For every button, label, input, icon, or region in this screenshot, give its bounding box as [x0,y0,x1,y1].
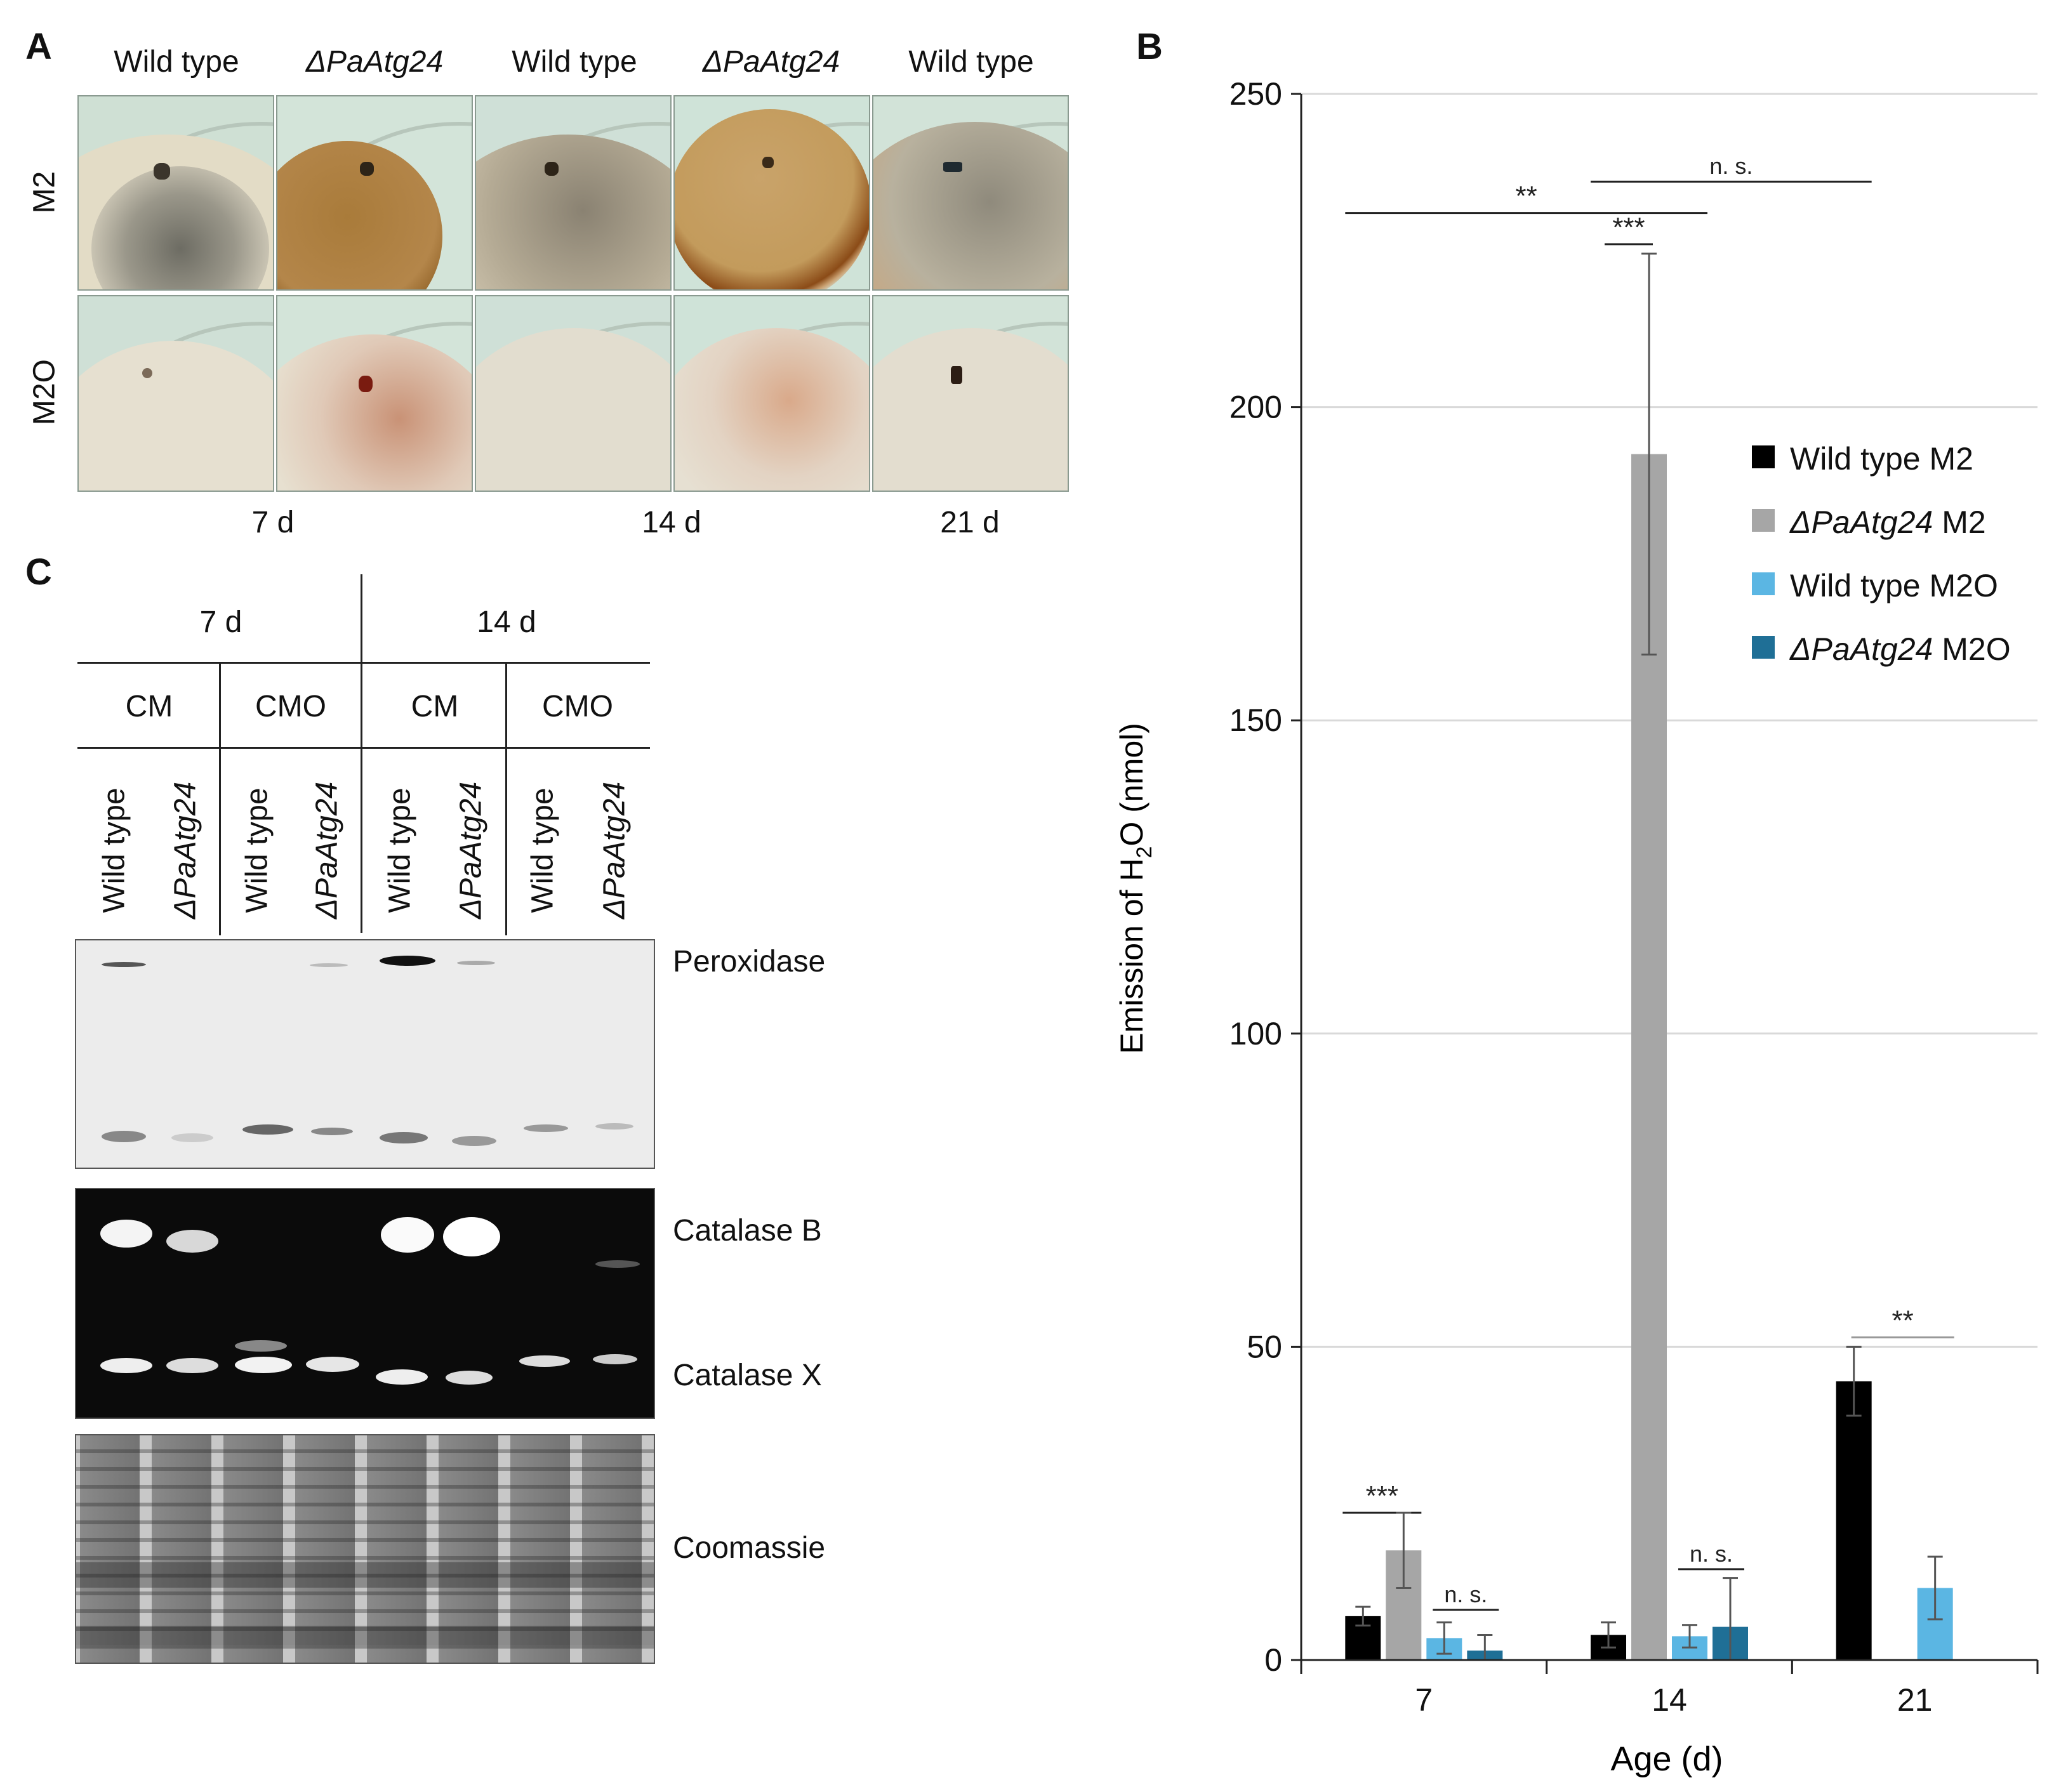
medium-cm-1: CM [125,690,173,723]
legend-label: ΔPaAtg24 M2 [1789,504,1986,540]
legend-label: Wild type M2O [1790,568,1998,603]
significance-label: n. s. [1690,1541,1733,1567]
plate-m2-atg24-7d [276,95,473,291]
divider-medium-2 [505,662,507,935]
significance-label: n. s. [1444,1581,1487,1607]
plate-m2-wild-type-21d [872,95,1069,291]
medium-cm-2: CM [411,690,459,723]
plate-m2o-wild-type-21d [872,295,1069,492]
plate-m2o-atg24-7d [276,295,473,492]
gel-peroxidase [75,939,655,1169]
col-header-atg24-1: ΔPaAtg24 [305,45,444,79]
bar [1836,1381,1872,1660]
panel-a-label: A [25,26,52,67]
x-tick-label: 14 [1652,1682,1687,1718]
y-tick-label: 150 [1229,702,1282,738]
plate-m2o-atg24-14d [673,295,870,492]
divider-row-1 [77,662,650,664]
time-label-14d: 14 d [642,506,701,539]
x-axis-label: Age (d) [1610,1740,1723,1778]
legend-swatch [1752,445,1775,468]
col-header-wild-type-1: Wild type [114,45,239,79]
divider-row-2 [77,747,650,749]
gel-catalase [75,1188,655,1419]
plate-m2-wild-type-14d [475,95,672,291]
col-header-wild-type-3: Wild type [908,45,1034,79]
medium-cmo-2: CMO [542,690,613,723]
legend-label: ΔPaAtg24 M2O [1789,631,2011,667]
y-tick-label: 100 [1229,1016,1282,1051]
time-label-21d: 21 d [940,506,1000,539]
col-header-wild-type-2: Wild type [512,45,637,79]
gel-label-coomassie: Coomassie [673,1531,826,1565]
divider-time [361,574,362,933]
divider-medium-1 [219,662,221,935]
significance-label: ** [1516,181,1537,212]
plate-m2o-wild-type-14d [475,295,672,492]
significance-label: n. s. [1709,153,1753,179]
y-tick-label: 250 [1229,76,1282,112]
gel-coomassie [75,1434,655,1664]
y-tick-label: 0 [1264,1642,1282,1678]
gel-time-14d: 14 d [477,605,536,639]
legend-swatch [1752,509,1775,532]
significance-label: *** [1366,1480,1398,1512]
significance-label: *** [1612,212,1645,243]
y-tick-label: 200 [1229,390,1282,425]
panel-b-label: B [1136,26,1163,67]
legend-swatch [1752,636,1775,659]
gel-label-catalase-b: Catalase B [673,1214,822,1248]
gel-label-peroxidase: Peroxidase [673,945,826,978]
x-tick-label: 21 [1897,1682,1933,1718]
plate-m2o-wild-type-7d [77,295,274,492]
legend-swatch [1752,572,1775,595]
x-tick-label: 7 [1415,1682,1433,1718]
y-tick-label: 50 [1247,1329,1282,1364]
medium-cmo-1: CMO [255,690,326,723]
time-label-7d: 7 d [251,506,295,539]
gel-label-catalase-x: Catalase X [673,1359,822,1392]
y-axis-label: Emission of H2O (nmol) [1114,723,1156,1054]
plate-m2-atg24-14d [673,95,870,291]
gel-time-7d: 7 d [199,605,242,639]
panel-c-label: C [25,551,52,593]
significance-label: ** [1892,1305,1914,1336]
col-header-atg24-2: ΔPaAtg24 [702,45,840,79]
legend-label: Wild type M2 [1790,441,1973,477]
plate-m2-wild-type-7d [77,95,274,291]
